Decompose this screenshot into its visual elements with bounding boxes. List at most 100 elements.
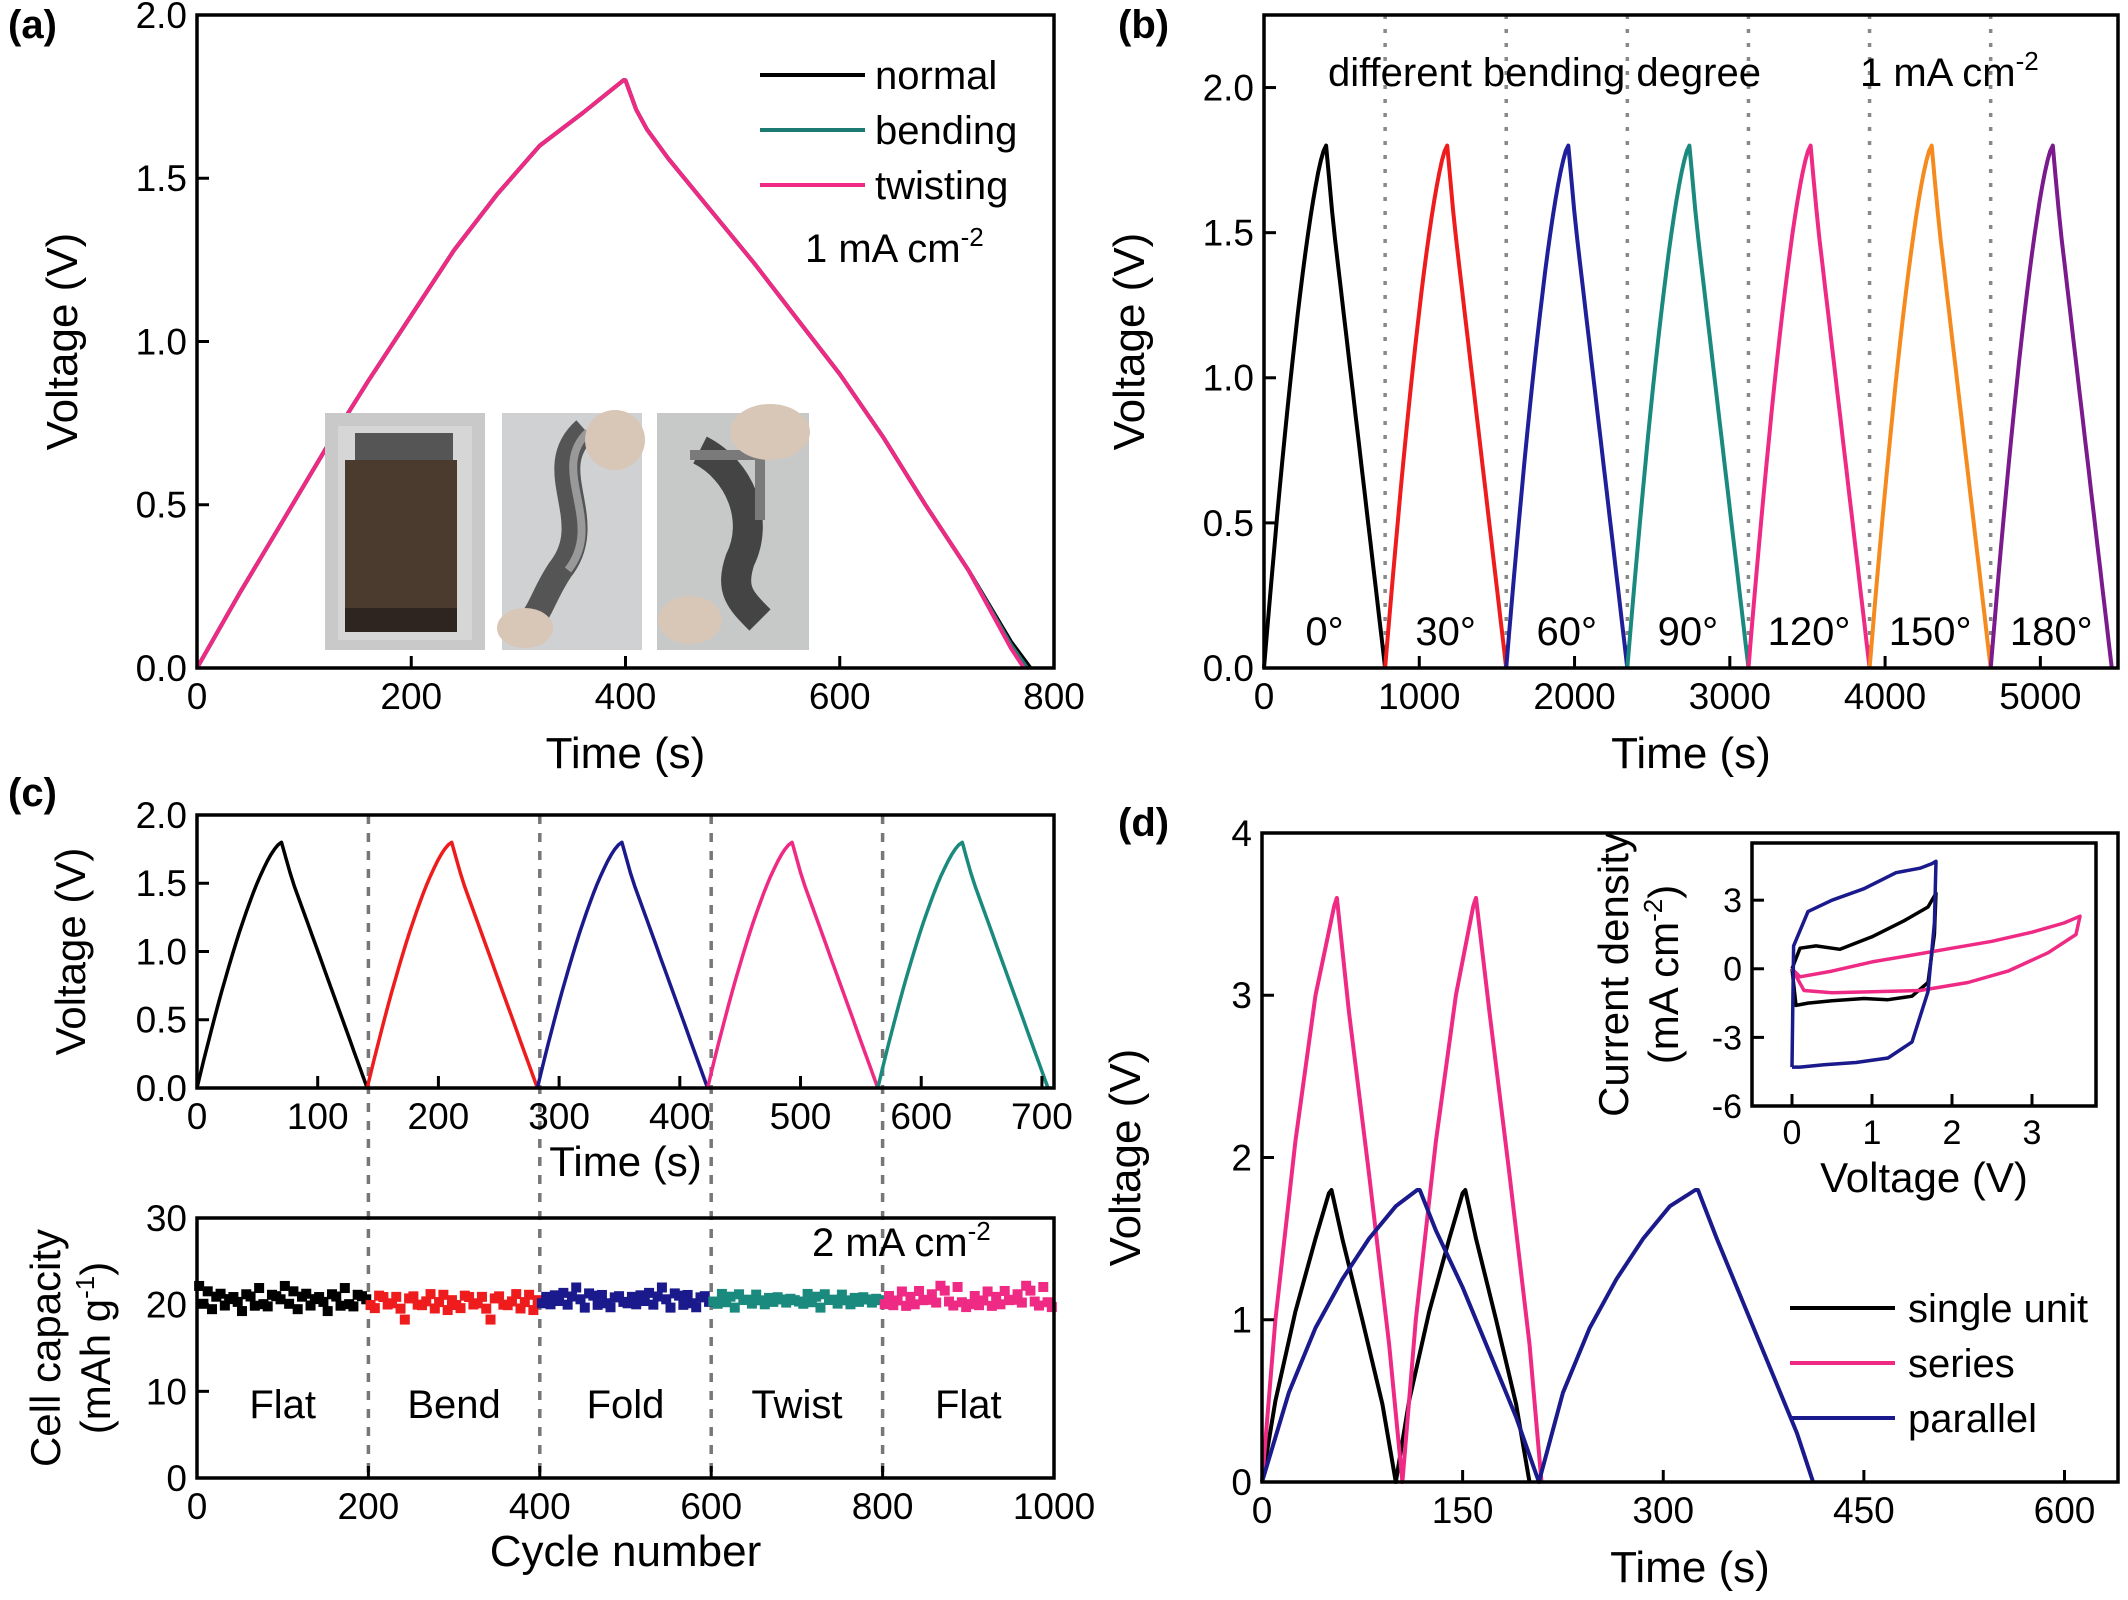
x-tick-label: 300 <box>528 1096 590 1137</box>
inset-y-label-line2: (mA cm-2) <box>1638 885 1687 1064</box>
capacity-point <box>1046 1302 1057 1313</box>
capacity-point <box>1038 1281 1049 1292</box>
capacity-point <box>545 1299 556 1310</box>
y-tick-label: 3 <box>1231 975 1252 1016</box>
panel-b-angle-labels: 0° 30° 60° 90° 120° 150° 180° <box>1305 610 2092 654</box>
capacity-point <box>665 1302 676 1313</box>
capacity-point <box>408 1291 419 1302</box>
legend-series: series <box>1908 1342 2015 1386</box>
inset-y-label-line1: Current density <box>1590 832 1637 1117</box>
capacity-point <box>429 1303 440 1314</box>
panel-a-data <box>195 78 1033 670</box>
capacity-point <box>884 1291 895 1301</box>
capacity-point <box>245 1291 256 1302</box>
capacity-point <box>1025 1285 1036 1296</box>
x-tick-label: 600 <box>809 676 871 717</box>
x-axis-label: Time (s) <box>546 729 706 778</box>
capacity-point <box>729 1302 740 1313</box>
panel-d-legend: single unit series parallel <box>1790 1287 2088 1441</box>
capacity-point <box>614 1291 625 1302</box>
capacity-point <box>626 1291 637 1302</box>
y-tick-label: 20 <box>146 1285 187 1326</box>
panel-c-label: (c) <box>8 771 57 815</box>
x-tick-label: 0 <box>1783 1114 1802 1152</box>
capacity-point <box>322 1306 333 1317</box>
angle-label: 180° <box>2010 610 2093 654</box>
capacity-point <box>506 1296 517 1307</box>
capacity-point <box>926 1289 937 1300</box>
x-tick-label: 0 <box>1252 1490 1273 1531</box>
capacity-point <box>999 1285 1010 1296</box>
capacity-point <box>798 1298 809 1309</box>
capacity-point <box>1016 1297 1027 1308</box>
capacity-point <box>746 1298 757 1309</box>
x-tick-label: 600 <box>2034 1490 2096 1531</box>
capacity-point <box>691 1302 702 1313</box>
capacity-point <box>674 1290 685 1301</box>
capacity-point <box>948 1300 959 1311</box>
capacity-point <box>562 1299 573 1310</box>
y-tick-label: 2.0 <box>1203 68 1254 109</box>
capacity-point <box>759 1299 770 1310</box>
y-tick-label: 1.5 <box>136 158 187 199</box>
capacity-point <box>978 1295 989 1306</box>
photo-twisting-device <box>657 404 810 650</box>
capacity-point <box>986 1300 997 1311</box>
series-line-twisting <box>195 78 1026 670</box>
segment-label: Flat <box>249 1383 316 1427</box>
capacity-point <box>348 1301 359 1312</box>
capacity-point <box>879 1299 890 1310</box>
y-tick-label: 0.0 <box>1203 648 1254 689</box>
panel-c-bottom-axes: 0 200 400 600 800 1000 0 10 20 30 Cycle number Cell… <box>22 1198 1095 1576</box>
cycle-line-1 <box>365 840 540 1089</box>
y-axis-label: Voltage (V) <box>38 233 87 451</box>
capacity-point <box>648 1299 659 1310</box>
capacity-point <box>815 1302 826 1313</box>
capacity-point <box>922 1294 933 1305</box>
y-tick-label: 0 <box>1723 951 1742 989</box>
capacity-point <box>335 1300 346 1311</box>
legend-parallel: parallel <box>1908 1397 2037 1441</box>
angle-label: 150° <box>1889 610 1972 654</box>
x-tick-label: 0 <box>187 676 208 717</box>
angle-label: 90° <box>1658 610 1719 654</box>
capacity-point <box>969 1291 980 1301</box>
capacity-point <box>832 1298 843 1309</box>
capacity-point <box>331 1291 342 1302</box>
capacity-point <box>596 1289 607 1300</box>
segment-label: Twist <box>751 1383 842 1427</box>
series-line-series <box>1260 895 1544 1484</box>
capacity-point <box>202 1286 213 1297</box>
capacity-point <box>914 1285 925 1296</box>
y-tick-label: 0.5 <box>136 485 187 526</box>
capacity-point <box>901 1300 912 1311</box>
capacity-point <box>635 1290 646 1301</box>
capacity-point <box>361 1294 372 1305</box>
panel-b-label: (b) <box>1118 3 1169 47</box>
y-tick-label: 1.5 <box>136 863 187 904</box>
x-tick-label: 2 <box>1943 1114 1962 1152</box>
capacity-point <box>292 1304 303 1315</box>
capacity-point <box>206 1304 217 1315</box>
capacity-point <box>1008 1294 1019 1305</box>
x-tick-label: 0 <box>1254 676 1275 717</box>
capacity-point <box>524 1289 535 1300</box>
capacity-point <box>905 1291 916 1302</box>
y-tick-label: 30 <box>146 1198 187 1239</box>
series-line-single unit <box>1260 1188 1532 1484</box>
x-axis-label: Voltage (V) <box>1820 1154 2028 1201</box>
y-tick-label: 1.0 <box>136 931 187 972</box>
capacity-point <box>571 1282 582 1293</box>
capacity-point <box>892 1295 903 1306</box>
capacity-point <box>369 1303 380 1314</box>
panel-b-current-annotation: 1 mA cm-2 <box>1860 46 2039 95</box>
capacity-point <box>652 1291 663 1302</box>
y-axis-label: Voltage (V) <box>47 848 94 1056</box>
y-tick-label: 1.0 <box>1203 358 1254 399</box>
angle-label: 30° <box>1415 610 1476 654</box>
y-tick-label: 0.0 <box>136 648 187 689</box>
x-axis-label: Cycle number <box>490 1527 761 1576</box>
x-tick-label: 400 <box>595 676 657 717</box>
